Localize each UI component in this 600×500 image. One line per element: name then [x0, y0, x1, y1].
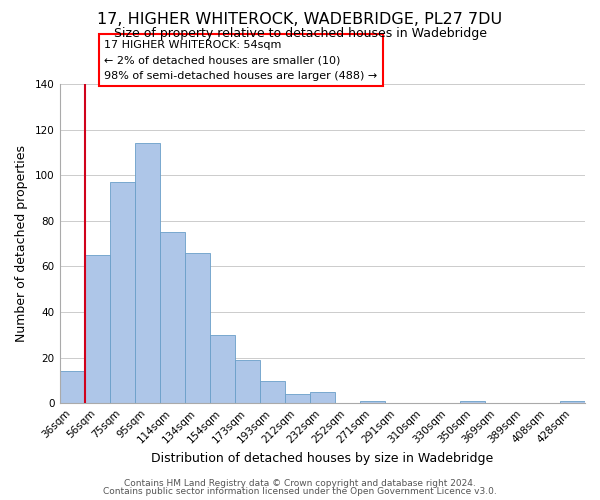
Text: 17 HIGHER WHITEROCK: 54sqm
← 2% of detached houses are smaller (10)
98% of semi-: 17 HIGHER WHITEROCK: 54sqm ← 2% of detac… [104, 40, 377, 81]
Bar [160, 232, 185, 404]
Bar [85, 255, 110, 404]
Text: Size of property relative to detached houses in Wadebridge: Size of property relative to detached ho… [113, 28, 487, 40]
Bar [209, 335, 235, 404]
X-axis label: Distribution of detached houses by size in Wadebridge: Distribution of detached houses by size … [151, 452, 493, 465]
Bar [260, 380, 285, 404]
Text: 17, HIGHER WHITEROCK, WADEBRIDGE, PL27 7DU: 17, HIGHER WHITEROCK, WADEBRIDGE, PL27 7… [97, 12, 503, 28]
Bar [134, 144, 160, 404]
Bar [360, 401, 385, 404]
Bar [59, 372, 85, 404]
Bar [110, 182, 134, 404]
Bar [285, 394, 310, 404]
Text: Contains public sector information licensed under the Open Government Licence v3: Contains public sector information licen… [103, 487, 497, 496]
Y-axis label: Number of detached properties: Number of detached properties [15, 145, 28, 342]
Bar [185, 253, 209, 404]
Bar [310, 392, 335, 404]
Bar [560, 401, 585, 404]
Text: Contains HM Land Registry data © Crown copyright and database right 2024.: Contains HM Land Registry data © Crown c… [124, 478, 476, 488]
Bar [460, 401, 485, 404]
Bar [235, 360, 260, 404]
